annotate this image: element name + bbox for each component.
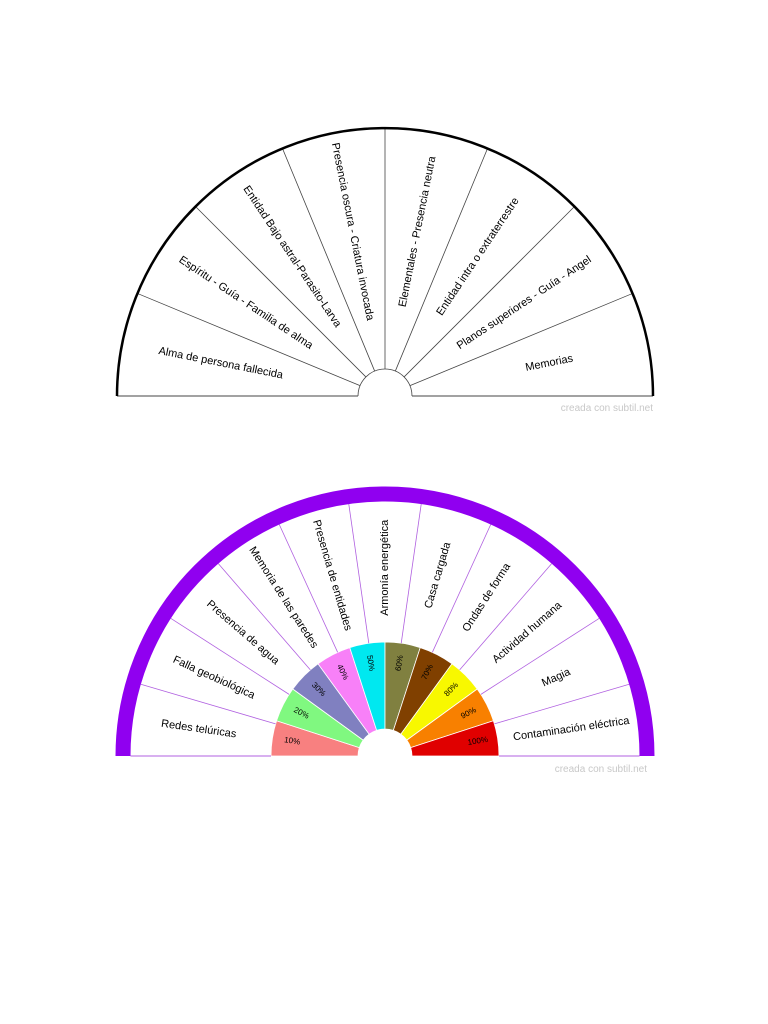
sector-label: Memorias — [524, 353, 574, 374]
sector-label: Presencia de agua — [204, 598, 282, 668]
sector-label: Casa cargada — [423, 540, 454, 610]
outer-arc — [115, 126, 655, 397]
percent-label: 50% — [365, 654, 376, 671]
sector-label: Presencia oscura - Criatura invocada — [329, 142, 376, 323]
sector-divider — [282, 148, 376, 372]
sector-divider — [400, 504, 422, 644]
sector-divider — [394, 148, 488, 372]
sector-label: Falla geobiológica — [171, 654, 257, 702]
pendulum-chart-house: 10%20%30%40% 50% 60% 70%80%90%100%Redes tel… — [115, 486, 655, 775]
sector-label: Armonía energética — [379, 519, 391, 616]
sector-label: Contaminación eléctrica — [512, 715, 631, 744]
sector-divider — [459, 563, 552, 671]
sector-label: Presencia de entidades — [310, 519, 354, 633]
center-hub — [358, 729, 412, 756]
sector-label: Elementales - Presencia neutra — [397, 154, 439, 308]
sector-divider — [137, 293, 361, 387]
sector-divider — [140, 683, 276, 725]
sector-label: Redes telúricas — [160, 718, 237, 741]
sector-divider — [195, 206, 367, 378]
sector-divider — [431, 524, 492, 653]
sector-label: Entidad intra o extraterrestre — [434, 195, 521, 318]
center-hub — [357, 368, 413, 397]
sector-divider — [170, 618, 290, 695]
sector-label: Ondas de forma — [460, 560, 513, 634]
sector-divider — [403, 206, 575, 378]
percent-label: 10% — [284, 735, 301, 746]
percent-label: 60% — [394, 654, 405, 671]
credit-text: creada con subtil.net — [555, 764, 648, 775]
sector-divider — [348, 504, 370, 644]
sector-divider — [278, 524, 339, 653]
sector-divider — [480, 618, 600, 695]
sector-label: Actividad humana — [490, 599, 565, 666]
sector-divider — [218, 563, 311, 671]
sector-label: Magia — [540, 666, 573, 690]
percent-label: 100% — [467, 735, 489, 747]
outer-rim — [115, 486, 655, 757]
sector-divider — [409, 293, 633, 387]
sector-divider — [494, 683, 630, 725]
sector-label: Alma de persona fallecida — [157, 345, 284, 382]
sector-label: Memoria de las paredes — [246, 545, 320, 651]
credit-text: creada con subtil.net — [561, 403, 654, 414]
